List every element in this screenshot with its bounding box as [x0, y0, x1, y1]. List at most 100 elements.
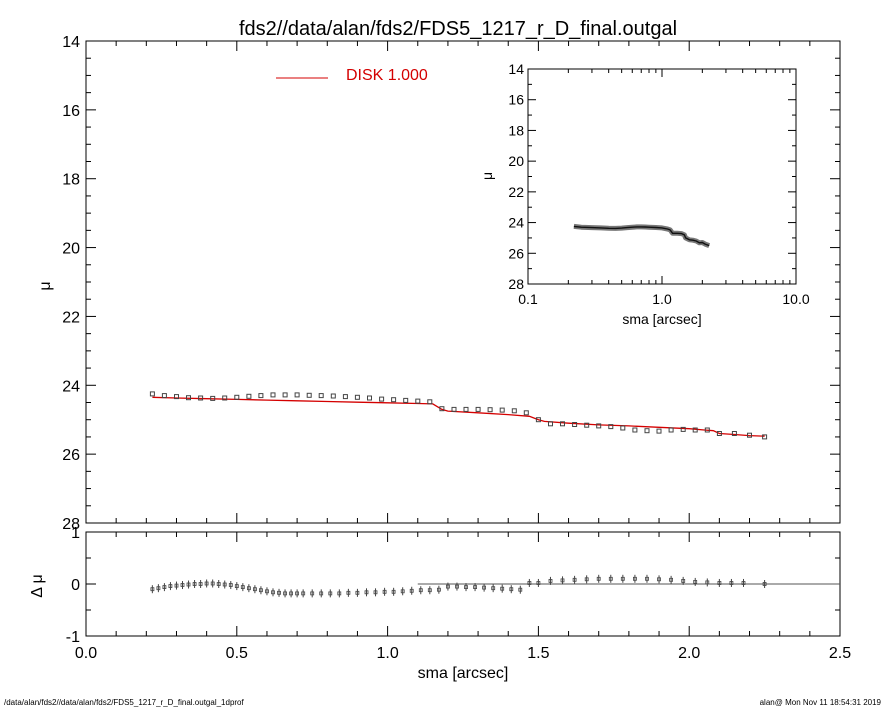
main-data-point [294, 392, 300, 398]
residual-marker [337, 591, 342, 596]
residual-point [491, 584, 496, 593]
inset-x-axis-label: sma [arcsec] [622, 311, 701, 327]
residual-point [156, 584, 161, 593]
residual-panel: -1 0 1 0.0 0.5 1.0 1.5 2.0 2.5 Δ μ sma [arcsec] [29, 525, 851, 682]
residual-point [741, 578, 746, 587]
residual-marker [346, 590, 351, 595]
residual-marker [301, 591, 306, 596]
x-tick-label: 2.5 [829, 645, 851, 662]
residual-point [473, 583, 478, 592]
residual-marker [762, 582, 767, 586]
residual-marker [473, 585, 478, 589]
residual-point [717, 578, 722, 587]
residual-marker [620, 576, 625, 581]
residual-marker [633, 576, 637, 581]
residual-marker [246, 586, 251, 591]
residual-point [301, 589, 306, 598]
main-data-point [222, 395, 228, 401]
main-data-point [282, 392, 288, 398]
residual-marker [427, 588, 432, 593]
residual-point [271, 588, 275, 597]
residual-point [464, 583, 468, 592]
residual-point [418, 586, 423, 595]
main-y-axis-label: μ [37, 281, 54, 290]
main-data-point [499, 407, 505, 413]
residual-marker [234, 584, 239, 588]
main-data-point [246, 393, 252, 399]
residual-point [705, 578, 710, 587]
main-data-point [620, 425, 626, 431]
residual-ticks: -1 0 1 0.0 0.5 1.0 1.5 2.0 2.5 [66, 525, 851, 662]
inset-y-tick-label: 22 [508, 184, 524, 200]
residual-marker [455, 584, 459, 589]
main-data-point [439, 406, 445, 412]
residual-marker [180, 583, 185, 587]
residual-marker [382, 589, 387, 594]
residual-point [455, 582, 459, 591]
main-y-tick-label: 16 [62, 103, 80, 120]
main-data-point [270, 392, 276, 398]
residual-marker [572, 577, 577, 582]
residual-point [240, 583, 245, 592]
residual-point [373, 588, 378, 597]
residual-point [265, 587, 269, 596]
residual-point [681, 576, 686, 585]
residual-marker [482, 585, 487, 590]
residual-point [228, 581, 233, 590]
residual-marker [729, 581, 734, 585]
x-tick-label: 2.0 [678, 645, 700, 662]
main-data-point [330, 393, 336, 399]
residual-point [427, 586, 432, 595]
residual-marker [319, 591, 324, 596]
residual-point [596, 574, 601, 583]
residual-marker [210, 581, 215, 586]
main-data-point [680, 426, 686, 432]
inset-y-tick-label: 24 [508, 215, 524, 231]
residual-point [246, 584, 251, 593]
residual-point [518, 585, 523, 594]
residual-y-tick-label: 1 [71, 525, 80, 542]
main-data-point [415, 398, 421, 404]
main-data-point [668, 427, 674, 433]
residual-point [252, 585, 257, 594]
residual-point [509, 585, 514, 594]
residual-y-tick-label: -1 [66, 629, 80, 646]
residual-point [536, 578, 541, 587]
residual-marker [271, 590, 275, 595]
residual-marker [491, 586, 496, 591]
main-data-point [584, 422, 590, 428]
residual-point [204, 579, 209, 588]
main-y-tick-label: 26 [62, 447, 80, 464]
inset-y-tick-label: 26 [508, 245, 524, 261]
residual-marker [156, 586, 161, 591]
residual-marker [216, 582, 221, 586]
residual-point [222, 580, 227, 589]
residual-marker [355, 590, 360, 595]
residual-point [289, 589, 294, 598]
residual-point [584, 575, 589, 584]
residual-point [382, 587, 387, 596]
main-y-tick-label: 22 [62, 309, 80, 326]
main-data-point [475, 406, 481, 412]
residual-marker [328, 591, 333, 596]
main-data-point [367, 395, 372, 401]
residual-point [346, 588, 351, 597]
residual-point [500, 584, 505, 593]
x-tick-label: 0.0 [75, 645, 97, 662]
residual-marker [705, 580, 710, 585]
main-data-point [186, 395, 191, 401]
residual-point [391, 587, 396, 596]
main-data-point [210, 395, 216, 401]
residual-marker [204, 581, 209, 586]
main-data-point [716, 431, 722, 436]
residual-marker [265, 589, 269, 594]
main-data-point [234, 394, 240, 400]
inset-x-tick-label: 10.0 [782, 291, 809, 307]
residual-marker [168, 584, 173, 588]
residual-marker [584, 577, 589, 582]
residual-point [150, 585, 155, 594]
inset-y-tick-label: 20 [508, 153, 524, 169]
x-tick-label: 0.5 [226, 645, 248, 662]
main-data-point [403, 397, 409, 403]
residual-point [572, 575, 577, 584]
